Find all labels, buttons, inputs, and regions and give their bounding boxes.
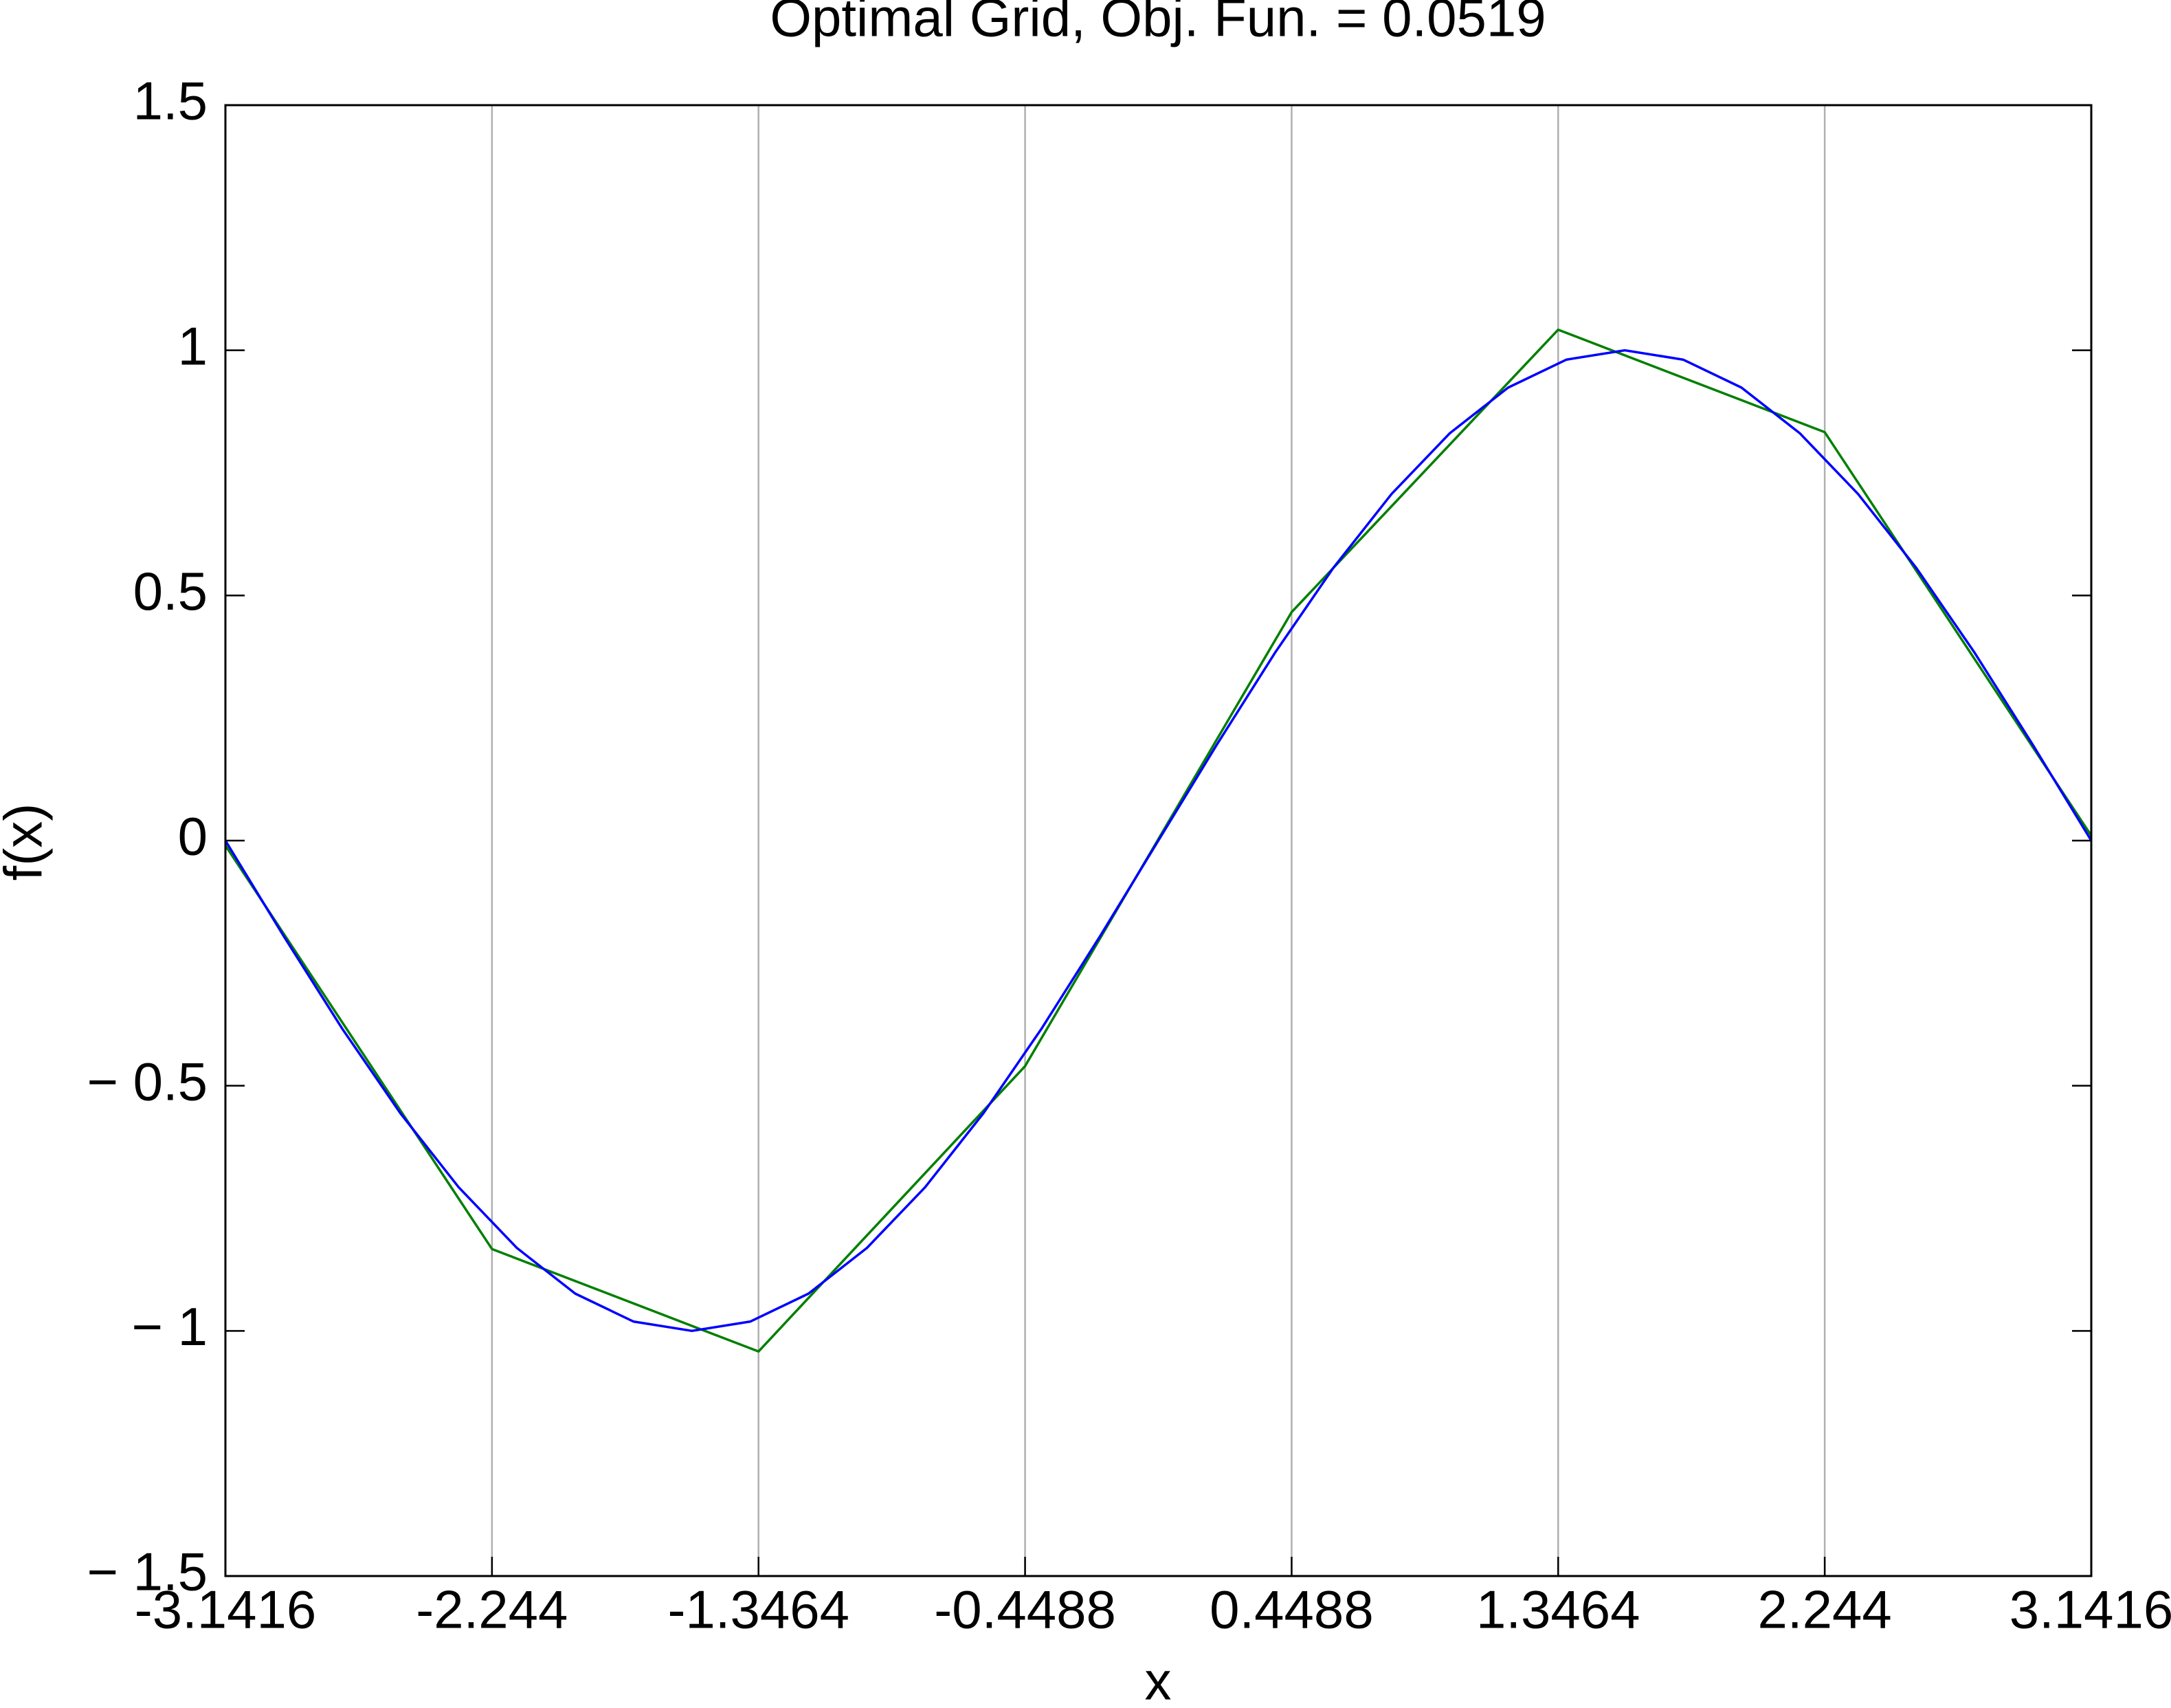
y-tick-label: 0 <box>178 806 208 867</box>
y-tick-label: − 1 <box>131 1296 208 1357</box>
x-tick-label: -1.3464 <box>667 1579 849 1640</box>
y-axis-label: f(x) <box>0 803 54 881</box>
x-tick-label: 3.1416 <box>2009 1579 2171 1640</box>
plot-frame <box>224 104 2093 1577</box>
x-tick-label: -2.244 <box>416 1579 568 1640</box>
y-tick-label: − 0.5 <box>87 1051 208 1111</box>
x-tick-label: 0.4488 <box>1210 1579 1374 1640</box>
y-tick-label: 1.5 <box>133 71 208 131</box>
x-tick-label: 2.244 <box>1758 1579 1892 1640</box>
y-tick-label: 0.5 <box>133 561 208 621</box>
x-tick-label: -0.4488 <box>934 1579 1116 1640</box>
x-tick-label: -3.1416 <box>135 1579 317 1640</box>
y-tick-label: − 1.5 <box>87 1542 208 1602</box>
y-tick-label: 1 <box>178 315 208 376</box>
chart-title: Optimal Grid, Obj. Fun. = 0.0519 <box>770 0 1546 48</box>
x-tick-label: 1.3464 <box>1476 1579 1640 1640</box>
x-axis-label: x <box>1145 1651 1172 1708</box>
data-line <box>224 348 2093 1333</box>
